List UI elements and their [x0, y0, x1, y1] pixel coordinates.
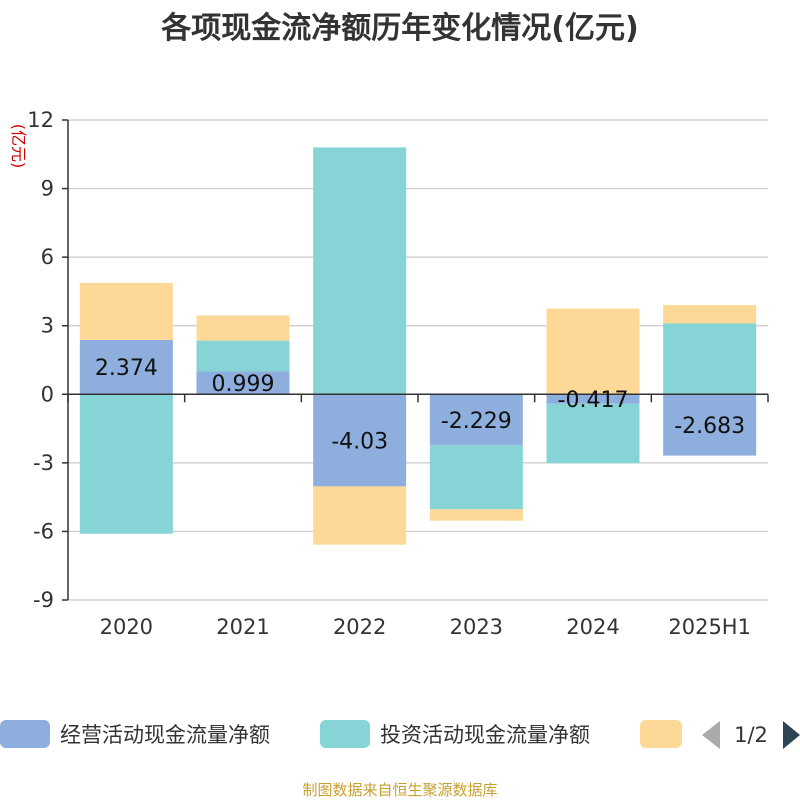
x-tick-label: 2020 — [100, 615, 153, 639]
x-tick-label: 2022 — [333, 615, 386, 639]
chart-title: 各项现金流净额历年变化情况(亿元) — [160, 11, 638, 46]
legend-swatch-2[interactable] — [320, 720, 370, 748]
legend-swatch-1[interactable] — [0, 720, 50, 748]
y-tick-label: -9 — [33, 588, 54, 612]
bar-series — [79, 147, 757, 545]
legend-prev-icon[interactable] — [702, 721, 720, 749]
legend: 经营活动现金流量净额 投资活动现金流量净额 1/2 — [0, 720, 800, 749]
bar-segment-series-3 — [429, 509, 523, 521]
data-labels: 2.374 0.999 -4.03 -2.229 -0.417 -2.683 — [95, 356, 745, 454]
y-tick-label: -3 — [33, 451, 54, 475]
x-tick-label: 2025H1 — [668, 615, 751, 639]
x-tick-label: 2024 — [566, 615, 619, 639]
axes: -9 -6 -3 0 3 6 9 12 2020 2021 2022 2023 2024 2025H1 — [27, 108, 769, 639]
y-tick-label: 3 — [41, 314, 54, 338]
bar-segment-series-2 — [429, 445, 523, 510]
y-tick-label: 0 — [41, 382, 54, 406]
legend-label-1[interactable]: 经营活动现金流量净额 — [60, 723, 270, 747]
bar-segment-series-3 — [313, 486, 407, 545]
legend-next-icon[interactable] — [783, 721, 800, 749]
legend-swatch-3[interactable] — [640, 720, 682, 748]
bar-segment-series-1 — [196, 371, 290, 395]
data-label: -0.417 — [558, 388, 629, 413]
data-label: -2.683 — [674, 414, 745, 439]
bar-segment-series-2 — [79, 394, 173, 534]
bar-segment-series-3 — [79, 282, 173, 341]
bar-segment-series-2 — [196, 340, 290, 372]
y-tick-label: -6 — [33, 519, 54, 543]
grid-lines — [68, 119, 768, 601]
data-label: -4.03 — [331, 429, 388, 454]
bar-segment-series-1 — [429, 394, 523, 446]
bar-segment-series-1 — [546, 394, 640, 404]
bar-segment-series-2 — [663, 323, 757, 395]
bar-segment-series-1 — [313, 394, 407, 487]
bar-segment-series-3 — [196, 315, 290, 341]
legend-label-2[interactable]: 投资活动现金流量净额 — [380, 723, 590, 747]
bar-segment-series-2 — [313, 147, 407, 395]
x-tick-label: 2023 — [450, 615, 503, 639]
y-tick-label: 6 — [41, 245, 54, 269]
data-label: 0.999 — [212, 372, 275, 397]
data-label: 2.374 — [95, 356, 158, 381]
y-tick-label: 12 — [27, 108, 54, 132]
data-label: -2.229 — [441, 409, 512, 434]
y-tick-label: 9 — [41, 177, 54, 201]
bar-segment-series-1 — [79, 340, 173, 395]
bar-segment-series-1 — [663, 394, 757, 456]
legend-page-indicator: 1/2 — [734, 723, 768, 747]
bar-segment-series-3 — [663, 305, 757, 324]
bar-segment-series-3 — [546, 308, 640, 395]
data-source-note: 制图数据来自恒生聚源数据库 — [302, 781, 497, 799]
bar-segment-series-2 — [546, 403, 640, 464]
y-axis-unit-label: (亿元) — [9, 124, 28, 169]
x-tick-label: 2021 — [216, 615, 269, 639]
